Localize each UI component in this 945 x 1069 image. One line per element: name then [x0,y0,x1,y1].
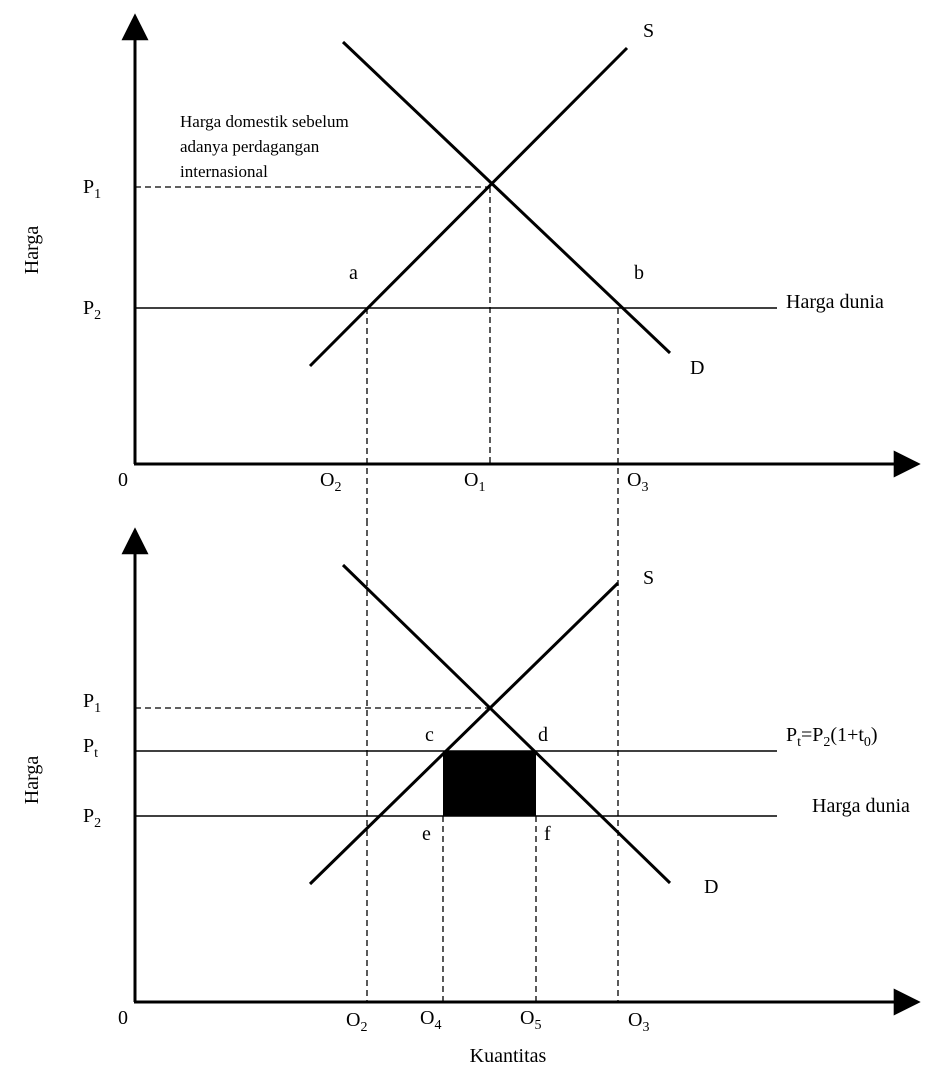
point-c-label: c [425,724,434,746]
bottom-o2-label: O2 [346,1009,367,1035]
bottom-o5-label: O5 [520,1007,541,1033]
top-p2-label: P2 [83,297,101,323]
point-d-label: d [538,724,548,746]
top-o3-label: O3 [627,469,648,495]
top-annotation-line-1: Harga domestik sebelum [180,112,349,131]
top-supply-label: S [643,20,654,42]
point-e-label: e [422,823,431,845]
top-annotation-line-3: internasional [180,162,268,181]
bottom-p1-label: P1 [83,690,101,716]
bottom-world-price-label: Harga dunia [812,795,910,817]
point-f-label: f [544,823,551,845]
bottom-y-axis-label: Harga [21,756,43,805]
top-supply-curve [308,46,629,368]
bottom-o3-label: O3 [628,1009,649,1035]
top-o2-label: O2 [320,469,341,495]
bottom-supply-label: S [643,567,654,589]
top-demand-label: D [690,357,704,379]
tariff-formula-label: Pt=P2(1+t0) [786,724,878,750]
bottom-o4-label: O4 [420,1007,441,1033]
top-world-price-label: Harga dunia [786,291,884,313]
top-p1-label: P1 [83,176,101,202]
top-origin-label: 0 [118,469,128,491]
tariff-revenue-rect [443,751,536,816]
supply-curve [308,581,620,886]
top-point-b-label: b [634,262,644,284]
bottom-pt-label: Pt [83,735,98,761]
top-annotation-line-2: adanya perdagangan [180,137,320,156]
top-panel: Harga 0 P1 P2 S D a b Harga dunia Harga … [21,13,921,495]
bottom-demand-label: D [704,876,718,898]
top-o1-label: O1 [464,469,485,495]
demand-curve [341,563,672,885]
bottom-origin-label: 0 [118,1007,128,1029]
top-demand-curve [341,40,672,355]
top-point-a-label: a [349,262,358,284]
bottom-p2-label: P2 [83,805,101,831]
top-y-axis-label: Harga [21,226,43,275]
x-axis-label: Kuantitas [470,1045,547,1067]
